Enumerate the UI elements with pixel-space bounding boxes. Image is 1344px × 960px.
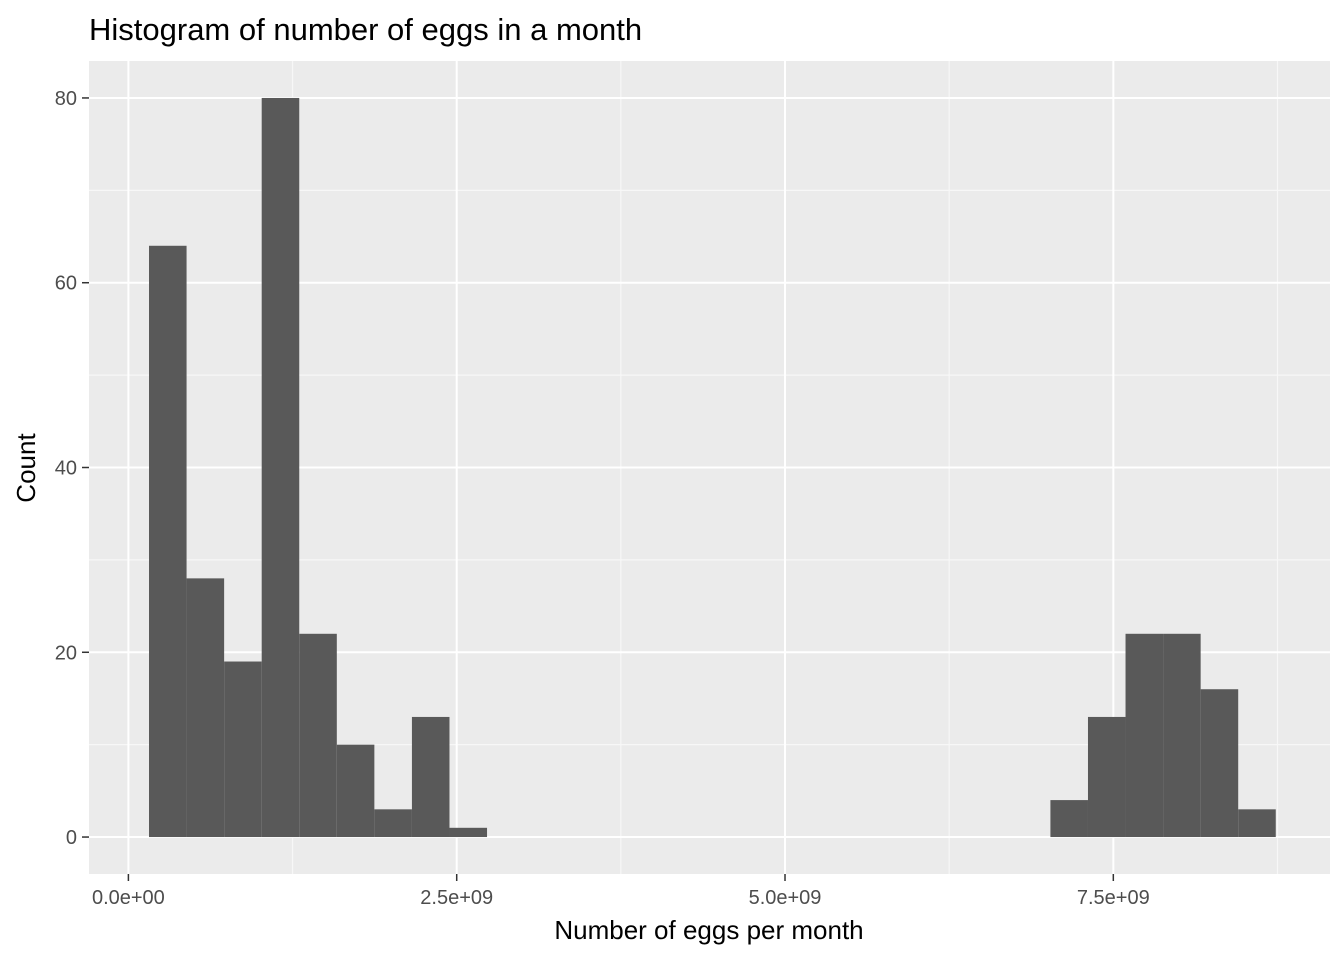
histogram-bar (1087, 716, 1126, 838)
y-axis: 0 20 40 60 80 (55, 88, 89, 849)
histogram-bar (224, 661, 262, 838)
y-tick-label: 20 (55, 642, 77, 664)
y-tick-label: 60 (55, 273, 77, 295)
histogram-bars (149, 97, 1276, 838)
x-tick-label: 7.5e+09 (1077, 887, 1150, 909)
y-axis-title: Count (11, 433, 41, 503)
histogram-bar (1125, 633, 1164, 838)
histogram-bar (1200, 689, 1239, 838)
y-tick-label: 80 (55, 88, 77, 110)
histogram-bar (336, 744, 375, 838)
histogram-bar (186, 578, 225, 838)
histogram-bar (299, 633, 337, 838)
histogram-bar (261, 97, 300, 838)
x-tick-label: 2.5e+09 (420, 887, 493, 909)
histogram-bar (1163, 633, 1201, 838)
histogram-bar (374, 809, 412, 838)
y-tick-label: 0 (66, 827, 77, 849)
x-tick-label: 0.0e+00 (92, 887, 165, 909)
x-axis: 0.0e+00 2.5e+09 5.0e+09 7.5e+09 (92, 874, 1150, 909)
histogram-bar (149, 245, 187, 838)
x-tick-label: 5.0e+09 (749, 887, 822, 909)
histogram-bar (1050, 800, 1088, 838)
histogram-bar (1238, 809, 1276, 838)
y-tick-label: 40 (55, 458, 77, 480)
histogram-bar (449, 827, 488, 838)
chart-title: Histogram of number of eggs in a month (89, 12, 642, 47)
x-axis-title: Number of eggs per month (554, 915, 863, 945)
histogram-bar (411, 716, 450, 838)
